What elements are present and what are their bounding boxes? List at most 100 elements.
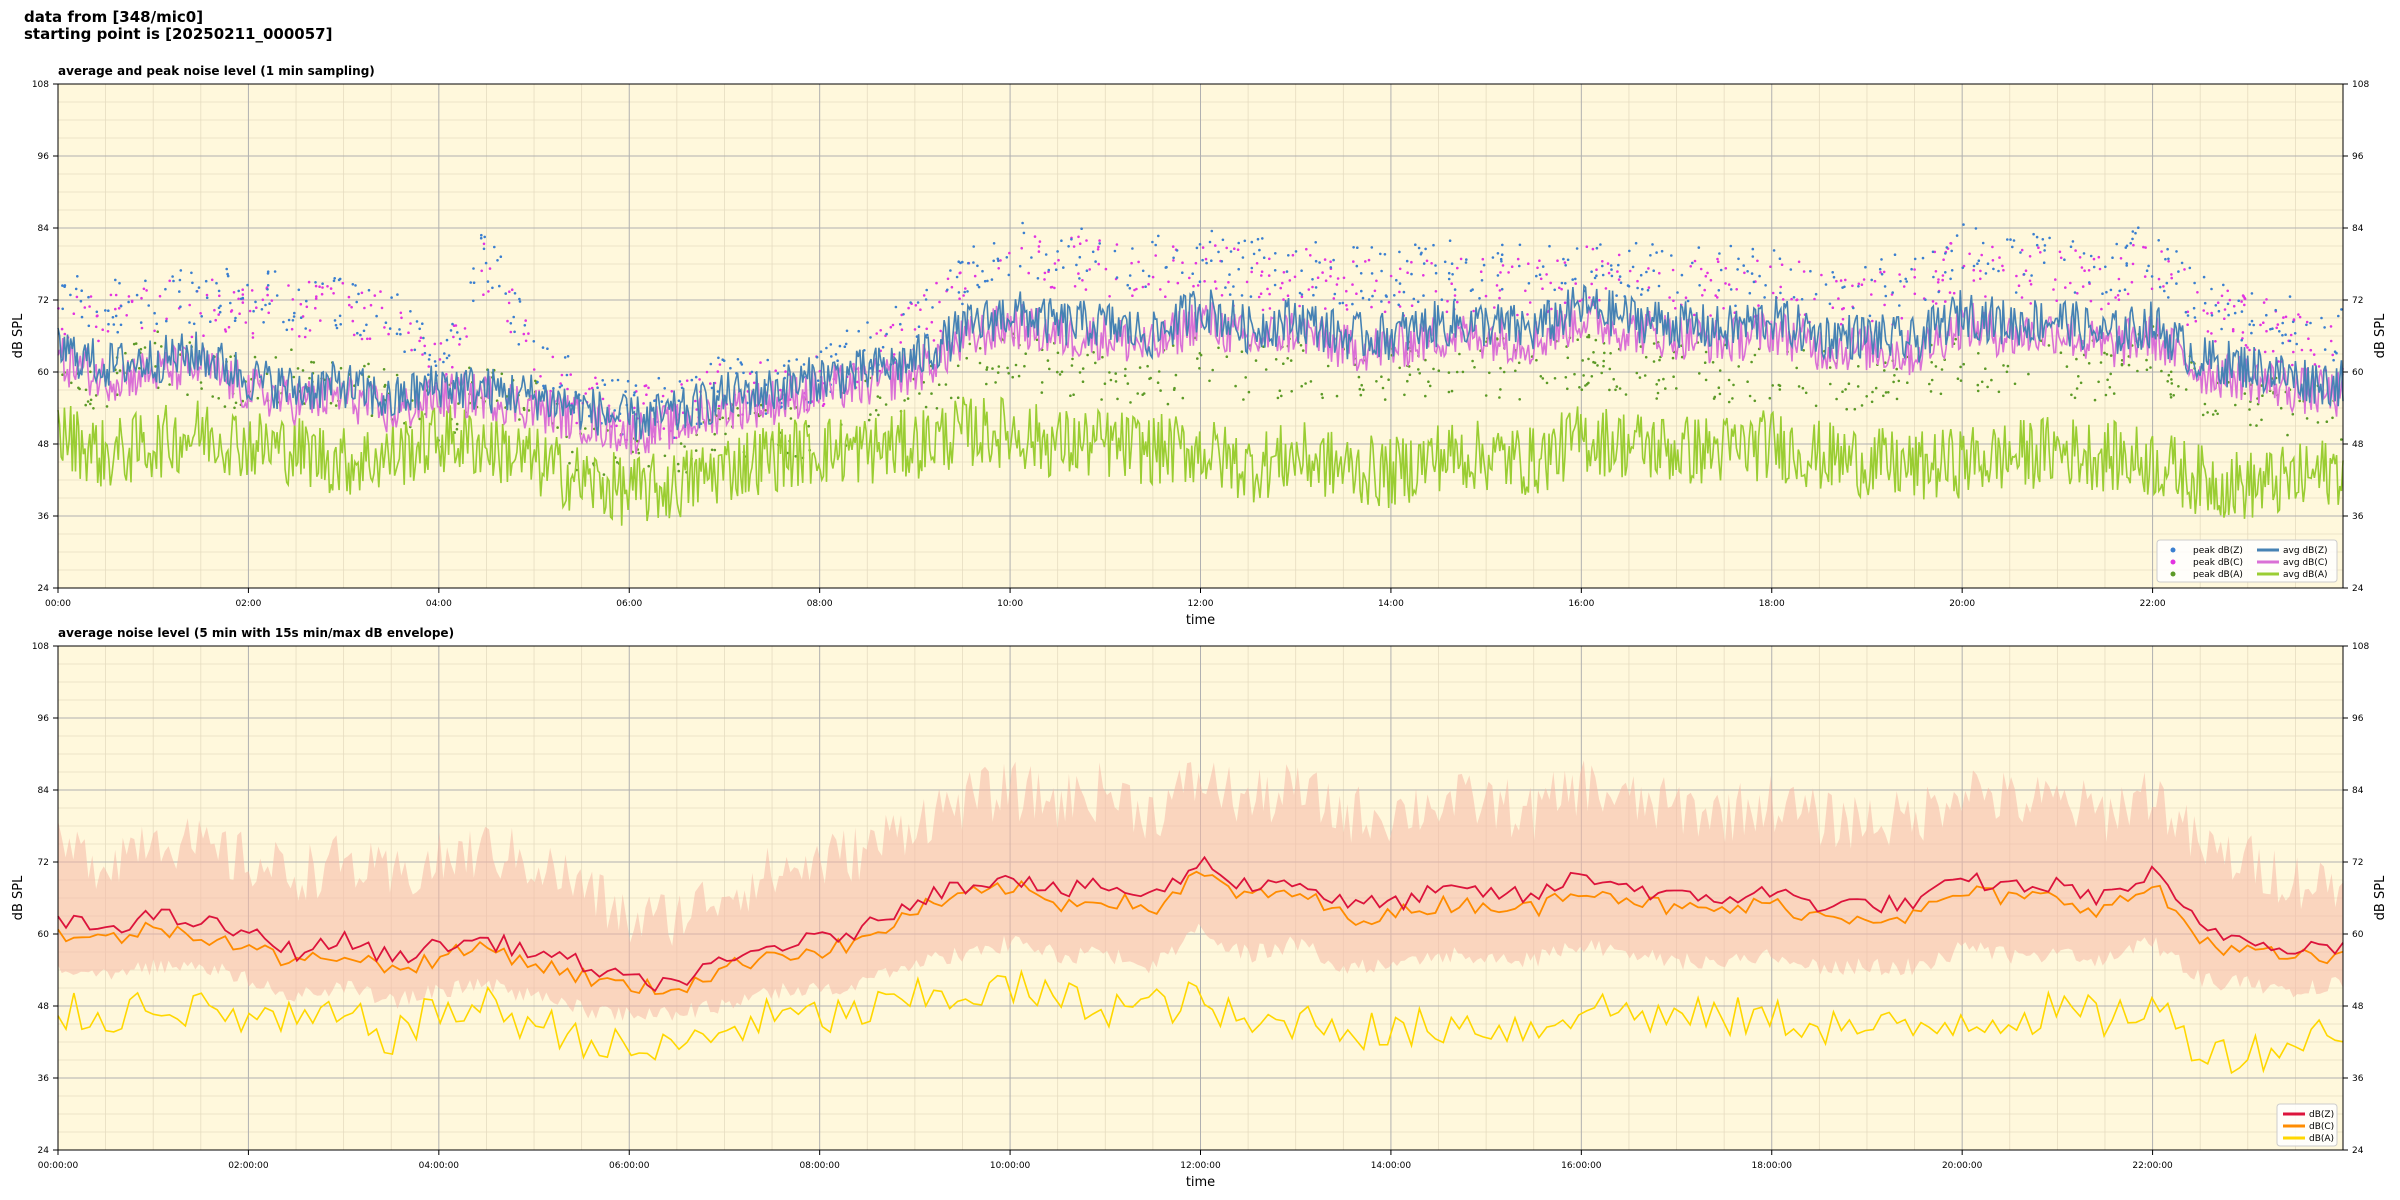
peak-point	[906, 397, 910, 400]
y-tick-label-right: 84	[2352, 224, 2364, 234]
peak-point	[1934, 270, 1938, 273]
peak-point	[106, 330, 110, 333]
peak-point	[1446, 299, 1449, 303]
peak-point	[1672, 299, 1675, 303]
y-tick-label: 36	[38, 512, 50, 522]
peak-point	[246, 283, 249, 287]
peak-point	[1722, 307, 1725, 310]
peak-point	[2088, 281, 2091, 284]
peak-point	[1615, 294, 1618, 297]
peak-point	[1445, 310, 1449, 314]
x-tick-label: 16:00	[1568, 599, 1594, 609]
peak-point	[217, 306, 221, 310]
peak-point	[1594, 338, 1598, 342]
peak-point	[1979, 269, 1982, 273]
peak-point	[428, 353, 432, 357]
peak-point	[1151, 240, 1154, 244]
peak-point	[2232, 304, 2236, 308]
peak-point	[1709, 278, 1713, 282]
peak-point	[1847, 382, 1851, 386]
peak-point	[2291, 363, 2294, 367]
peak-point	[493, 245, 496, 249]
peak-point	[2184, 388, 2188, 391]
peak-point	[825, 346, 828, 350]
peak-point	[588, 414, 591, 418]
peak-point	[241, 293, 245, 296]
peak-point	[1496, 252, 1500, 255]
peak-point	[367, 375, 371, 379]
peak-point	[1518, 243, 1522, 247]
peak-point	[1516, 313, 1519, 317]
peak-point	[1802, 349, 1805, 352]
peak-point	[566, 387, 569, 391]
y-tick-label-right: 24	[2352, 1146, 2364, 1156]
peak-point	[710, 386, 714, 390]
peak-point	[694, 399, 697, 403]
peak-point	[1488, 371, 1491, 375]
peak-point	[596, 386, 599, 390]
peak-point	[997, 365, 1001, 368]
peak-point	[1962, 223, 1965, 226]
peak-point	[1204, 257, 1208, 261]
peak-point	[1743, 271, 1746, 275]
peak-point	[705, 370, 709, 374]
peak-point	[2329, 325, 2333, 328]
peak-point	[588, 387, 591, 391]
peak-point	[1341, 301, 1345, 305]
peak-point	[1602, 364, 1605, 368]
peak-point	[1312, 293, 1315, 297]
peak-point	[352, 333, 356, 337]
y-tick-label-right: 72	[2352, 858, 2363, 868]
peak-point	[2054, 278, 2057, 281]
peak-point	[2248, 408, 2251, 411]
peak-point	[1769, 265, 1772, 269]
peak-point	[1839, 279, 1843, 282]
peak-point	[1198, 367, 1201, 370]
peak-point	[1141, 269, 1145, 273]
peak-point	[1860, 404, 1864, 407]
peak-point	[210, 278, 214, 282]
peak-point	[1014, 363, 1018, 367]
peak-point	[513, 292, 517, 295]
peak-point	[234, 401, 238, 405]
peak-point	[1217, 250, 1220, 254]
peak-point	[472, 267, 475, 270]
peak-point	[321, 286, 324, 289]
y-axis-label-right: dB SPL	[2373, 875, 2388, 920]
peak-point	[360, 337, 364, 341]
peak-point	[101, 328, 104, 332]
peak-point	[748, 372, 752, 375]
x-axis-label: time	[1186, 613, 1215, 628]
y-tick-label-right: 96	[2352, 714, 2364, 724]
peak-point	[2214, 340, 2217, 343]
peak-point	[1652, 360, 1656, 363]
peak-point	[1214, 244, 1217, 247]
peak-point	[2117, 298, 2121, 302]
peak-point	[2210, 287, 2213, 291]
peak-point	[884, 403, 888, 406]
peak-point	[1939, 392, 1943, 396]
peak-point	[270, 299, 274, 302]
peak-point	[200, 387, 203, 390]
peak-point	[1281, 281, 1284, 285]
peak-point	[1655, 383, 1658, 386]
peak-point	[878, 396, 882, 400]
peak-point	[1254, 359, 1258, 362]
peak-point	[484, 261, 488, 265]
peak-point	[1047, 268, 1051, 272]
x-tick-label: 04:00	[426, 599, 452, 609]
peak-point	[736, 407, 739, 410]
peak-point	[2175, 250, 2178, 253]
peak-point	[443, 352, 446, 355]
peak-point	[1672, 375, 1675, 379]
peak-point	[118, 281, 121, 285]
peak-point	[225, 267, 228, 271]
peak-point	[292, 375, 296, 379]
peak-point	[79, 299, 83, 303]
peak-point	[88, 305, 91, 308]
peak-point	[510, 288, 514, 292]
peak-point	[318, 285, 321, 289]
peak-point	[1680, 355, 1684, 359]
peak-point	[1949, 242, 1953, 245]
peak-point	[438, 358, 442, 361]
